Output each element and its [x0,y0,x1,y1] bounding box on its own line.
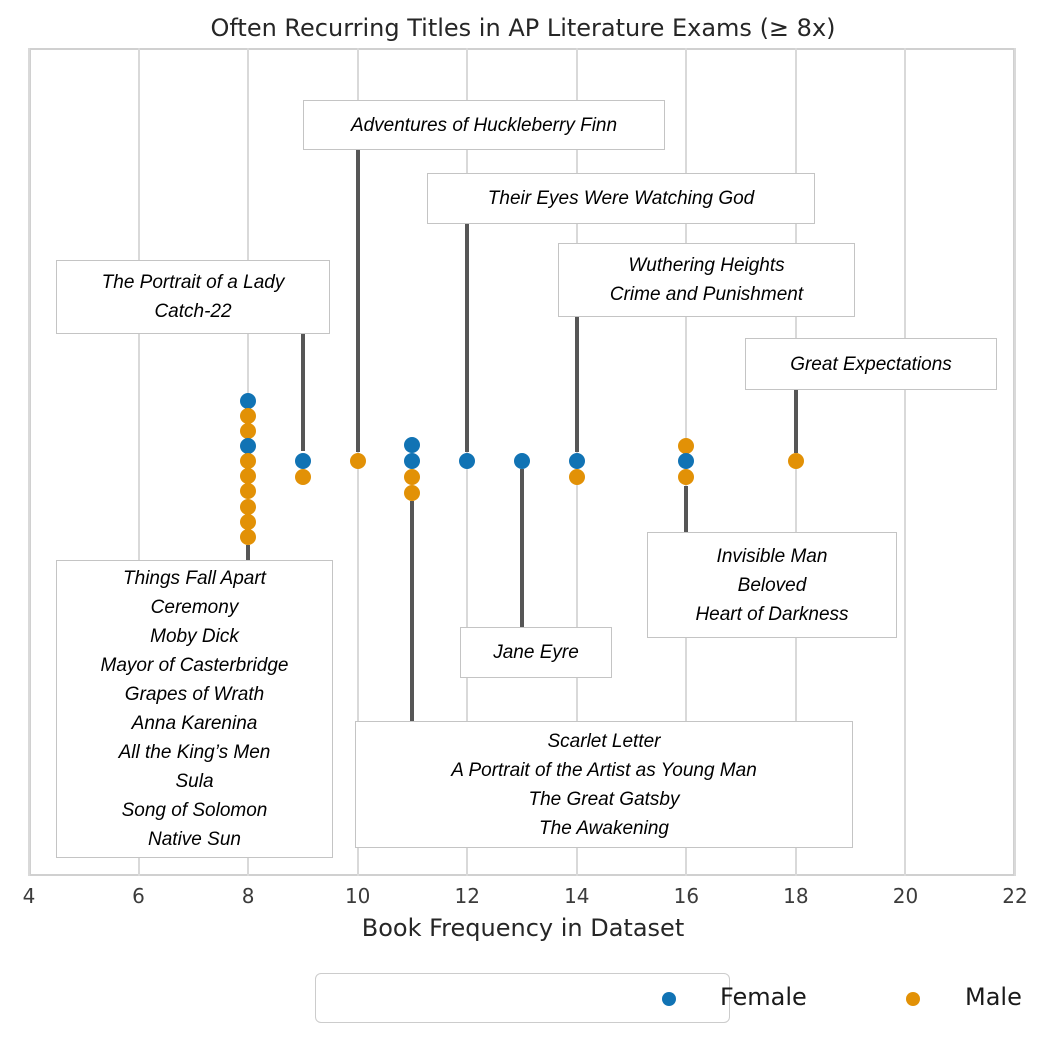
annotation-box: Invisible Man Beloved Heart of Darkness [647,532,897,638]
book-title: Heart of Darkness [695,603,849,625]
annotation-line [355,150,360,452]
book-title: Anna Karenina [131,713,258,734]
x-tick-label: 8 [241,884,255,908]
annotation-line [574,317,579,452]
legend: Female Male [315,973,1022,1023]
book-title: Moby Dick [150,626,239,647]
annotation-box: Scarlet Letter A Portrait of the Artist a… [355,721,853,848]
data-dot-male [240,453,257,469]
gridline [1014,48,1017,876]
data-dot-female [240,393,257,409]
data-dot-male [568,469,585,485]
book-title: Song of Solomon [121,800,268,821]
x-tick-label: 22 [1002,884,1028,908]
annotation-line [246,545,251,560]
book-title: Invisible Man [716,545,828,567]
annotation-box: Things Fall Apart Ceremony Moby Dick Mayor … [56,560,333,858]
data-dot-male [678,438,695,454]
x-axis-label: Book Frequency in Dataset [361,914,685,942]
legend-dot-male-icon [906,992,920,1006]
data-dot-female [404,453,421,469]
x-tick-label: 18 [783,884,809,908]
book-title: Mayor of Casterbridge [100,655,289,676]
data-dot-female [294,453,311,469]
data-dot-male [787,453,804,469]
data-dot-female [404,437,421,453]
book-title: Beloved [737,574,807,596]
legend-label-female: Female [720,983,807,1011]
book-title: Crime and Punishment [609,284,804,305]
annotation-box: Great Expectations [745,338,997,390]
legend-label-male: Male [965,983,1022,1011]
x-tick-label: 4 [22,884,36,908]
annotation-line [793,390,798,453]
book-title: Catch-22 [154,301,232,322]
annotation-line [684,486,689,532]
annotation-box: Adventures of Huckleberry Finn [303,100,665,150]
book-title: The Great Gatsby [528,788,680,810]
data-dot-female [240,438,257,454]
annotation-box: The Portrait of a Lady Catch-22 [56,260,330,334]
x-tick-label: 10 [344,884,371,908]
x-tick-label: 6 [132,884,145,908]
data-dot-male [404,469,421,485]
book-title: Sula [175,771,214,792]
book-title: Grapes of Wrath [124,684,265,705]
book-title: Great Expectations [790,353,952,375]
book-title: Wuthering Heights [628,255,785,276]
data-dot-male [240,468,257,484]
book-title: The Awakening [539,817,669,839]
x-tick-label: 20 [892,884,919,908]
data-dot-male [240,514,257,530]
x-tick-label: 14 [564,884,590,908]
data-dot-male [404,485,421,501]
data-dot-male [240,483,257,499]
annotation-box: Their Eyes Were Watching God [427,173,815,224]
data-dot-male [240,408,257,424]
data-dot-female [459,453,476,469]
book-title: All the King’s Men [118,742,271,763]
data-dot-male [240,529,257,545]
book-title: Things Fall Apart [123,568,266,589]
data-dot-male [294,469,311,485]
data-dot-female [678,453,695,469]
book-title: A Portrait of the Artist as Young Man [451,759,757,781]
gridline [137,48,140,876]
book-title: Scarlet Letter [547,730,661,752]
data-dot-male [349,453,366,469]
chart-title: Often Recurring Titles in AP Literature … [210,14,836,42]
x-tick-label: 16 [673,884,700,908]
data-dot-female [568,453,585,469]
book-title: Jane Eyre [493,642,579,663]
gridline [28,48,30,876]
x-tick-label: 12 [454,884,480,908]
annotation-line [410,501,415,721]
annotation-line [520,469,525,627]
annotation-line [300,334,305,451]
data-dot-male [678,469,695,485]
book-title: Adventures of Huckleberry Finn [350,114,618,136]
data-dot-male [240,499,257,515]
legend-dot-female-icon [662,992,676,1006]
book-title: Ceremony [150,597,239,618]
annotation-box: Wuthering Heights Crime and Punishment [558,243,855,317]
data-dot-female [514,453,531,469]
book-title: Native Sun [148,829,241,850]
data-dot-male [240,423,257,439]
annotation-line [465,224,470,452]
book-title: Their Eyes Were Watching God [487,188,755,209]
gridline [904,48,907,876]
annotation-box: Jane Eyre [460,627,612,678]
book-title: The Portrait of a Lady [101,272,285,293]
